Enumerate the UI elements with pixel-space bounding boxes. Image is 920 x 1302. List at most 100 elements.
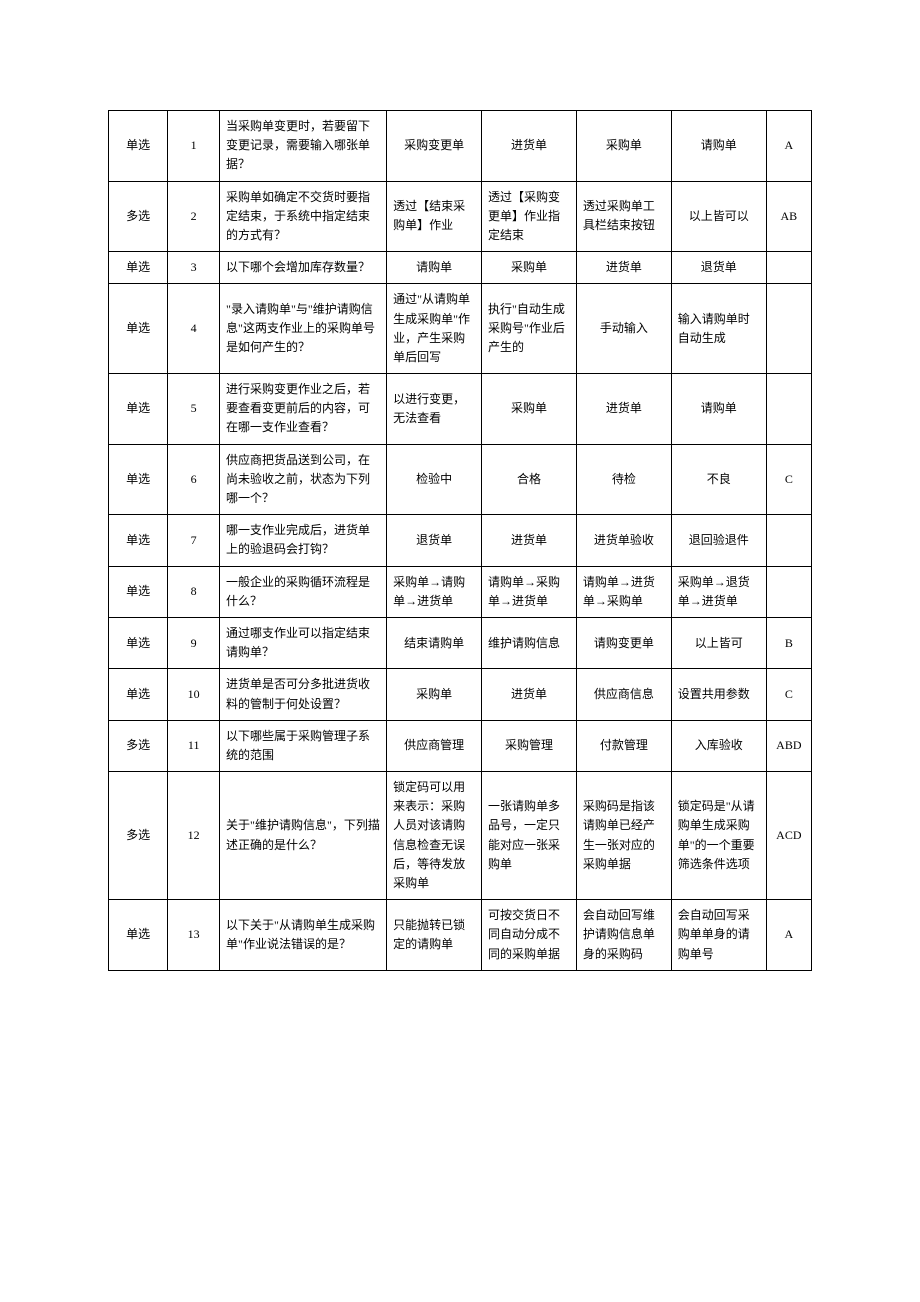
cell-answer [766,515,811,566]
cell-num: 9 [168,617,220,668]
cell-option-a: 以进行变更，无法查看 [387,374,482,445]
cell-option-a: 检验中 [387,444,482,515]
cell-option-b: 进货单 [482,515,577,566]
cell-answer: C [766,444,811,515]
cell-option-c: 进货单 [576,252,671,284]
table-row: 单选3以下哪个会增加库存数量？请购单采购单进货单退货单 [109,252,812,284]
table-row: 单选1当采购单变更时，若要留下变更记录，需要输入哪张单据？采购变更单进货单采购单… [109,111,812,182]
cell-option-c: 会自动回写维护请购信息单身的采购码 [576,900,671,971]
cell-question: 进行采购变更作业之后，若要查看变更前后的内容，可在哪一支作业查看？ [220,374,387,445]
cell-answer: A [766,900,811,971]
cell-type: 单选 [109,444,168,515]
cell-num: 2 [168,181,220,252]
cell-option-c: 透过采购单工具栏结束按钮 [576,181,671,252]
cell-question: 哪一支作业完成后，进货单上的验退码会打钩？ [220,515,387,566]
cell-option-b: 进货单 [482,669,577,720]
cell-question: "录入请购单"与"维护请购信息"这两支作业上的采购单号是如何产生的？ [220,284,387,374]
table-row: 单选8一般企业的采购循环流程是什么？采购单→请购单→进货单请购单→采购单→进货单… [109,566,812,617]
cell-option-a: 退货单 [387,515,482,566]
cell-question: 进货单是否可分多批进货收料的管制于何处设置？ [220,669,387,720]
cell-option-b: 采购单 [482,374,577,445]
cell-type: 多选 [109,720,168,771]
cell-option-a: 请购单 [387,252,482,284]
cell-option-c: 手动输入 [576,284,671,374]
cell-type: 多选 [109,181,168,252]
cell-num: 12 [168,772,220,900]
cell-question: 以下哪些属于采购管理子系统的范围 [220,720,387,771]
cell-option-d: 入库验收 [671,720,766,771]
cell-option-d: 以上皆可 [671,617,766,668]
cell-type: 单选 [109,566,168,617]
cell-option-a: 锁定码可以用来表示：采购人员对该请购信息检查无误后，等待发放采购单 [387,772,482,900]
cell-option-a: 结束请购单 [387,617,482,668]
cell-answer [766,284,811,374]
cell-option-c: 采购码是指该请购单已经产生一张对应的采购单据 [576,772,671,900]
table-row: 单选4"录入请购单"与"维护请购信息"这两支作业上的采购单号是如何产生的？通过"… [109,284,812,374]
table-row: 多选2采购单如确定不交货时要指定结束，于系统中指定结束的方式有？透过【结束采购单… [109,181,812,252]
cell-option-d: 会自动回写采购单单身的请购单号 [671,900,766,971]
cell-option-b: 合格 [482,444,577,515]
cell-option-b: 执行"自动生成采购号"作业后产生的 [482,284,577,374]
cell-option-d: 退回验退件 [671,515,766,566]
cell-type: 单选 [109,900,168,971]
cell-question: 采购单如确定不交货时要指定结束，于系统中指定结束的方式有？ [220,181,387,252]
cell-option-a: 只能抛转已锁定的请购单 [387,900,482,971]
cell-answer [766,566,811,617]
cell-option-d: 设置共用参数 [671,669,766,720]
cell-option-b: 透过【采购变更单】作业指定结束 [482,181,577,252]
cell-option-a: 采购单→请购单→进货单 [387,566,482,617]
cell-num: 1 [168,111,220,182]
cell-option-d: 退货单 [671,252,766,284]
cell-option-c: 请购变更单 [576,617,671,668]
cell-option-d: 输入请购单时自动生成 [671,284,766,374]
cell-option-b: 进货单 [482,111,577,182]
cell-option-c: 付款管理 [576,720,671,771]
cell-option-d: 锁定码是"从请购单生成采购单"的一个重要筛选条件选项 [671,772,766,900]
cell-type: 单选 [109,617,168,668]
cell-option-c: 供应商信息 [576,669,671,720]
cell-option-c: 进货单 [576,374,671,445]
cell-option-d: 请购单 [671,374,766,445]
cell-option-d: 请购单 [671,111,766,182]
cell-type: 单选 [109,284,168,374]
cell-question: 以下哪个会增加库存数量？ [220,252,387,284]
cell-option-c: 待检 [576,444,671,515]
cell-answer: ACD [766,772,811,900]
cell-answer [766,374,811,445]
cell-option-c: 进货单验收 [576,515,671,566]
cell-answer: ABD [766,720,811,771]
cell-num: 3 [168,252,220,284]
cell-answer: AB [766,181,811,252]
cell-option-a: 采购变更单 [387,111,482,182]
cell-question: 以下关于"从请购单生成采购单"作业说法错误的是？ [220,900,387,971]
cell-option-a: 供应商管理 [387,720,482,771]
table-row: 单选13以下关于"从请购单生成采购单"作业说法错误的是？只能抛转已锁定的请购单可… [109,900,812,971]
cell-option-c: 请购单→进货单→采购单 [576,566,671,617]
cell-answer: B [766,617,811,668]
cell-type: 单选 [109,669,168,720]
cell-num: 4 [168,284,220,374]
cell-option-c: 采购单 [576,111,671,182]
cell-option-a: 透过【结束采购单】作业 [387,181,482,252]
cell-option-d: 不良 [671,444,766,515]
cell-num: 7 [168,515,220,566]
cell-option-a: 采购单 [387,669,482,720]
cell-question: 关于"维护请购信息"，下列描述正确的是什么？ [220,772,387,900]
cell-answer [766,252,811,284]
cell-type: 单选 [109,252,168,284]
cell-type: 单选 [109,111,168,182]
cell-num: 10 [168,669,220,720]
cell-option-b: 请购单→采购单→进货单 [482,566,577,617]
cell-option-a: 通过"从请购单生成采购单"作业，产生采购单后回写 [387,284,482,374]
table-row: 单选9通过哪支作业可以指定结束请购单？结束请购单维护请购信息请购变更单以上皆可B [109,617,812,668]
quiz-table: 采购管理子系统测试题 题型 序号 题目 答案 A 答案 B 答案 C 答案 D … [108,110,812,971]
cell-type: 单选 [109,374,168,445]
cell-option-d: 以上皆可以 [671,181,766,252]
cell-question: 当采购单变更时，若要留下变更记录，需要输入哪张单据？ [220,111,387,182]
cell-num: 11 [168,720,220,771]
cell-option-b: 维护请购信息 [482,617,577,668]
cell-num: 13 [168,900,220,971]
cell-question: 一般企业的采购循环流程是什么？ [220,566,387,617]
cell-option-b: 采购管理 [482,720,577,771]
cell-num: 6 [168,444,220,515]
